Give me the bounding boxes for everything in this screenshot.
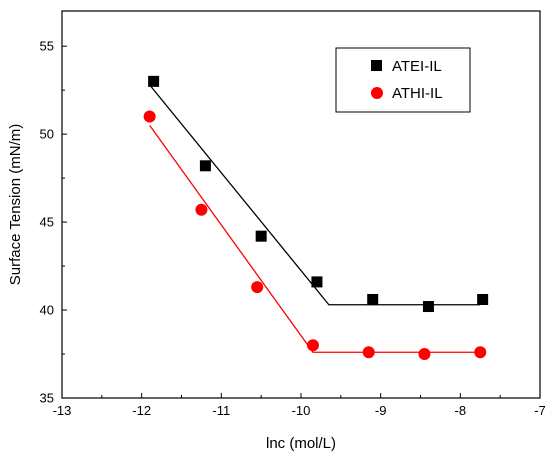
- data-point: [143, 110, 156, 123]
- data-point: [251, 281, 264, 294]
- x-tick-label: -10: [292, 403, 311, 418]
- x-tick-label: -13: [53, 403, 72, 418]
- y-tick-label: 50: [40, 127, 54, 142]
- data-point: [477, 293, 489, 305]
- legend-label-athi-il: ATHI-IL: [392, 85, 443, 102]
- y-axis-title: Surface Tension (mN/m): [7, 124, 24, 285]
- x-tick-label: -9: [375, 403, 387, 418]
- data-point: [199, 160, 211, 172]
- legend-box: [335, 47, 471, 113]
- data-point: [474, 346, 487, 359]
- data-point: [367, 293, 379, 305]
- y-tick-label: 35: [40, 391, 54, 406]
- data-point: [195, 203, 208, 216]
- y-tick-label: 40: [40, 303, 54, 318]
- data-point: [306, 339, 319, 352]
- legend-marker-atei-il: [371, 60, 382, 71]
- data-point: [422, 301, 434, 313]
- data-point: [418, 348, 431, 361]
- y-axis-ticks: 35 40 45 50 55: [40, 39, 67, 406]
- data-point: [362, 346, 375, 359]
- series-athi-il: [143, 110, 487, 361]
- legend: ATEI-IL ATHI-IL: [335, 47, 471, 113]
- x-tick-label: -11: [212, 403, 230, 418]
- plot-content: [143, 75, 489, 361]
- data-point: [255, 230, 267, 242]
- x-axis-title: lnc (mol/L): [266, 435, 336, 452]
- x-tick-label: -12: [132, 403, 151, 418]
- data-point: [148, 75, 160, 87]
- x-tick-label: -8: [455, 403, 467, 418]
- data-point: [311, 276, 323, 288]
- legend-marker-athi-il: [371, 87, 383, 99]
- x-axis-ticks: -13 -12 -11 -10 -9 -8 -7: [53, 393, 546, 418]
- y-tick-label: 45: [40, 215, 54, 230]
- y-tick-label: 55: [40, 39, 54, 54]
- x-tick-label: -7: [534, 403, 546, 418]
- legend-label-atei-il: ATEI-IL: [392, 58, 442, 75]
- series-atei-il: [148, 75, 489, 313]
